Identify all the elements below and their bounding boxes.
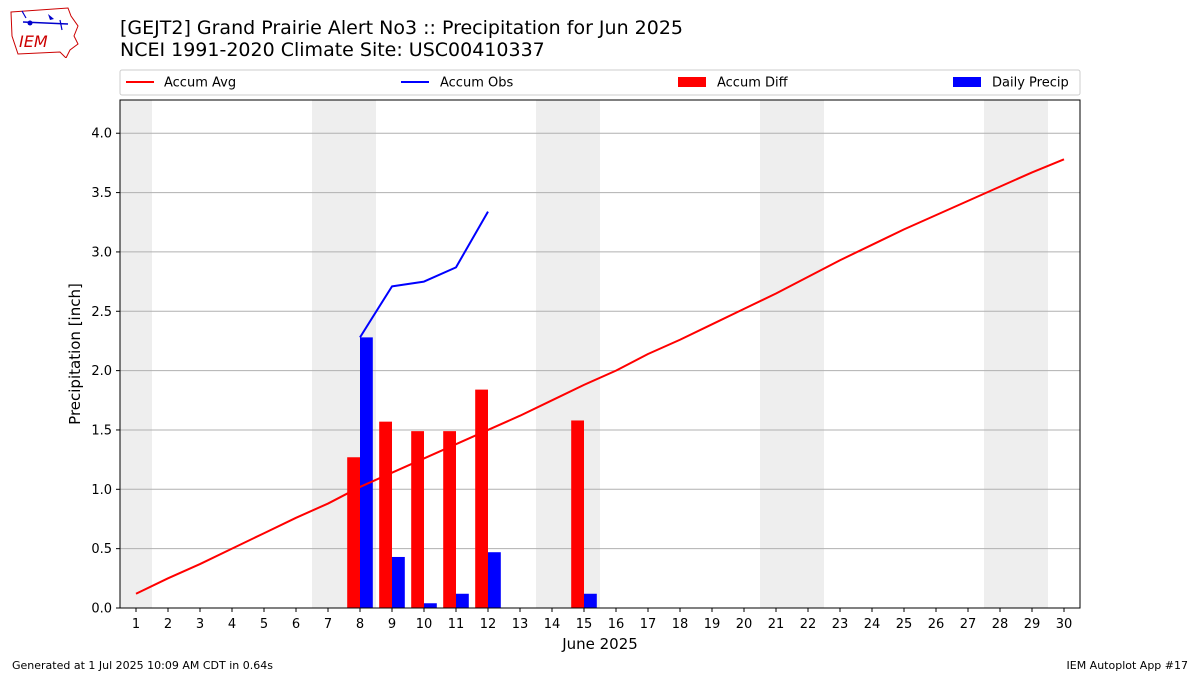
y-tick-label: 2.0 bbox=[91, 364, 112, 379]
x-tick-label: 5 bbox=[260, 617, 268, 632]
x-tick-label: 17 bbox=[640, 617, 657, 632]
x-tick-label: 22 bbox=[800, 617, 817, 632]
accum-diff-bar-day-11 bbox=[443, 431, 456, 608]
y-tick-label: 3.0 bbox=[91, 245, 112, 260]
daily-precip-bar-day-11 bbox=[456, 593, 469, 608]
y-tick-label: 3.5 bbox=[91, 186, 112, 201]
x-tick-label: 16 bbox=[608, 617, 625, 632]
y-axis: 0.0 0.5 1.0 1.5 2.0 2.5 3.0 3.5 4.0 bbox=[91, 127, 120, 617]
plot-frame bbox=[119, 99, 1081, 609]
x-tick-label: 10 bbox=[416, 617, 433, 632]
legend-label-accum-avg: Accum Avg bbox=[164, 76, 236, 91]
x-tick-label: 26 bbox=[928, 617, 945, 632]
x-tick-label: 8 bbox=[356, 617, 364, 632]
accum-diff-bar-day-10 bbox=[411, 431, 424, 608]
chart-title: [GEJT2] Grand Prairie Alert No3 :: Preci… bbox=[120, 17, 683, 61]
x-tick-label: 11 bbox=[448, 617, 465, 632]
x-tick-label: 6 bbox=[292, 617, 300, 632]
accum-diff-bar-day-9 bbox=[379, 421, 392, 608]
x-axis: 1 2 3 4 5 6 7 8 9 10 11 12 13 14 15 16 17 18 19 20 21 22 23 24 2… bbox=[132, 608, 1072, 632]
legend-frame bbox=[119, 69, 1081, 96]
y-tick-label: 1.0 bbox=[91, 483, 112, 498]
accum-obs-line bbox=[359, 211, 489, 338]
logo-text: IEM bbox=[19, 32, 48, 51]
x-tick-label: 13 bbox=[512, 617, 529, 632]
daily-precip-bar-day-15 bbox=[584, 593, 597, 608]
daily-precip-bar-day-9 bbox=[392, 556, 405, 608]
x-tick-label: 28 bbox=[992, 617, 1009, 632]
title-line-2: NCEI 1991-2020 Climate Site: USC00410337 bbox=[120, 39, 545, 61]
daily-precip-bar-day-10 bbox=[424, 603, 437, 608]
title-line-1: [GEJT2] Grand Prairie Alert No3 :: Preci… bbox=[120, 17, 684, 39]
y-axis-label: Precipitation [inch] bbox=[66, 283, 84, 425]
x-tick-label: 3 bbox=[196, 617, 204, 632]
x-tick-label: 30 bbox=[1056, 617, 1073, 632]
x-tick-label: 18 bbox=[672, 617, 689, 632]
weekend-band-3 bbox=[536, 100, 600, 608]
x-tick-label: 21 bbox=[768, 617, 785, 632]
legend-label-accum-obs: Accum Obs bbox=[440, 76, 513, 91]
y-tick-label: 2.5 bbox=[91, 305, 112, 320]
x-tick-label: 4 bbox=[228, 617, 236, 632]
y-tick-label: 1.5 bbox=[91, 423, 112, 438]
legend-swatch-accum-diff bbox=[678, 77, 706, 87]
daily-precip-bar-day-8 bbox=[360, 337, 373, 608]
bars bbox=[347, 337, 597, 608]
series-lines bbox=[135, 158, 1065, 595]
x-tick-label: 27 bbox=[960, 617, 977, 632]
x-tick-label: 29 bbox=[1024, 617, 1041, 632]
accum-avg-line bbox=[135, 158, 1065, 595]
weekend-band-1 bbox=[120, 100, 152, 608]
weekend-bands bbox=[120, 100, 1048, 608]
weekend-band-5 bbox=[984, 100, 1048, 608]
weekend-band-4 bbox=[760, 100, 824, 608]
x-tick-label: 25 bbox=[896, 617, 913, 632]
accum-diff-bar-day-15 bbox=[571, 420, 584, 608]
accum-diff-bar-day-8 bbox=[347, 457, 360, 608]
legend-label-daily-precip: Daily Precip bbox=[992, 76, 1069, 91]
legend-label-accum-diff: Accum Diff bbox=[717, 76, 789, 91]
x-tick-label: 1 bbox=[132, 617, 140, 632]
x-tick-label: 19 bbox=[704, 617, 721, 632]
accum-diff-bar-day-12 bbox=[475, 389, 488, 608]
x-tick-label: 24 bbox=[864, 617, 881, 632]
x-tick-label: 15 bbox=[576, 617, 593, 632]
legend: Accum Avg Accum Obs Accum Diff Daily Pre… bbox=[119, 69, 1081, 96]
y-tick-label: 0.0 bbox=[91, 602, 112, 617]
y-tick-label: 4.0 bbox=[91, 127, 112, 142]
generated-timestamp: Generated at 1 Jul 2025 10:09 AM CDT in … bbox=[12, 659, 273, 672]
iowa-outline-shape bbox=[10, 7, 79, 58]
daily-precip-bar-day-12 bbox=[488, 552, 501, 608]
x-tick-label: 12 bbox=[480, 617, 497, 632]
legend-swatch-daily-precip bbox=[953, 77, 981, 87]
x-tick-label: 20 bbox=[736, 617, 753, 632]
y-tick-label: 0.5 bbox=[91, 542, 112, 557]
x-tick-label: 2 bbox=[164, 617, 172, 632]
iem-logo: IEM bbox=[10, 7, 79, 58]
app-credit: IEM Autoplot App #17 bbox=[1066, 659, 1189, 672]
x-tick-label: 7 bbox=[324, 617, 332, 632]
x-tick-label: 23 bbox=[832, 617, 849, 632]
x-axis-label: June 2025 bbox=[561, 635, 638, 653]
x-tick-label: 14 bbox=[544, 617, 561, 632]
x-tick-label: 9 bbox=[388, 617, 396, 632]
